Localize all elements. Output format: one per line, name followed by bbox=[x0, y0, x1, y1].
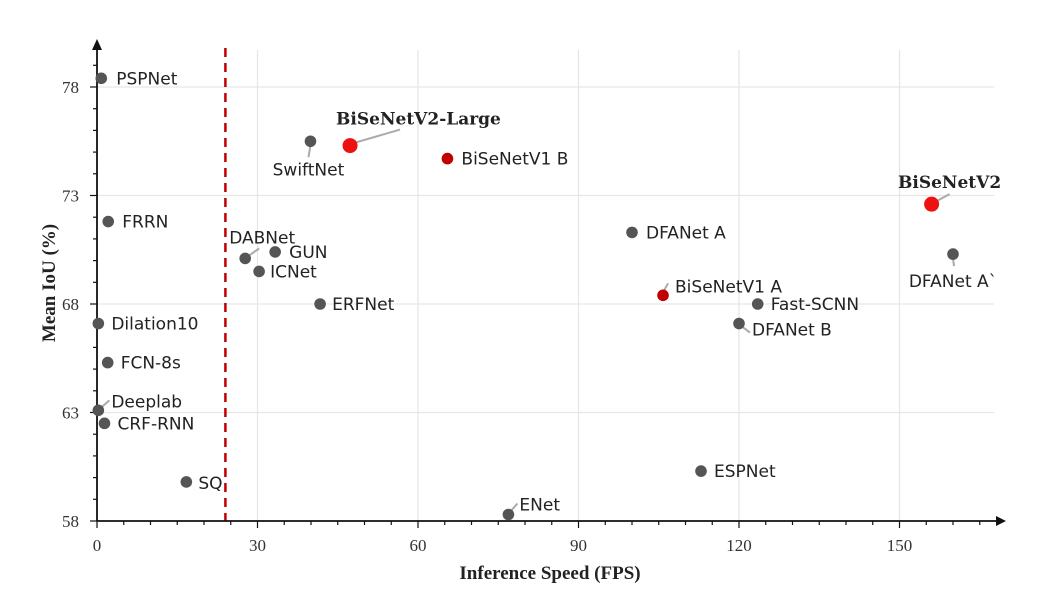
data-point-marker bbox=[180, 476, 193, 488]
y-axis-title: Mean IoU (%) bbox=[39, 224, 60, 342]
y-tick-label: 73 bbox=[62, 187, 79, 206]
data-point-marker bbox=[657, 289, 669, 302]
point-label: BiSeNetV2 bbox=[898, 173, 1001, 193]
data-point-marker bbox=[253, 265, 265, 278]
data-point-marker bbox=[342, 138, 358, 154]
point-label: SQ bbox=[198, 474, 222, 494]
label-leader-line bbox=[741, 325, 751, 334]
data-point-marker bbox=[441, 152, 454, 165]
data-point-marker bbox=[304, 135, 317, 148]
data-point-marker bbox=[102, 215, 115, 228]
data-point-marker bbox=[101, 356, 114, 369]
y-tick-label: 78 bbox=[62, 78, 79, 97]
x-tick-label: 0 bbox=[93, 536, 102, 555]
point-label: PSPNet bbox=[116, 69, 177, 89]
point-label: BiSeNetV1 B bbox=[461, 150, 568, 170]
x-tick-label: 120 bbox=[726, 536, 752, 555]
point-label: Fast-SCNN bbox=[771, 295, 859, 315]
point-label: BiSeNetV1 A bbox=[675, 277, 782, 297]
tick-labels: 0 30 60 90 120 150 58 63 68 73 78 bbox=[62, 78, 912, 555]
point-label: FRRN bbox=[122, 213, 168, 233]
point-label: CRF-RNN bbox=[117, 414, 194, 434]
data-point-marker bbox=[239, 252, 251, 265]
label-leader-line bbox=[307, 145, 312, 158]
point-label: Deeplab bbox=[111, 392, 182, 412]
point-label: GUN bbox=[289, 243, 327, 263]
data-point-marker bbox=[947, 248, 959, 260]
data-point-marker bbox=[751, 298, 764, 310]
data-points bbox=[92, 72, 959, 521]
point-label: ICNet bbox=[270, 262, 317, 282]
label-leader-line bbox=[100, 399, 110, 409]
data-point-marker bbox=[95, 72, 108, 85]
point-label: DFANet B bbox=[752, 321, 832, 341]
point-label: Dilation10 bbox=[111, 315, 198, 335]
point-label: ESPNet bbox=[714, 462, 776, 482]
point-labels: PSPNet BiSeNetV2-Large SwiftNet BiSeNetV1 B… bbox=[111, 69, 1001, 515]
x-tick-label: 90 bbox=[570, 536, 587, 555]
label-leader-line bbox=[936, 193, 951, 203]
data-point-marker bbox=[695, 465, 707, 477]
point-label: DFANet A bbox=[646, 223, 726, 243]
label-leader-line bbox=[248, 247, 260, 257]
x-tick-label: 60 bbox=[410, 536, 427, 555]
data-point-marker bbox=[733, 317, 745, 330]
x-tick-label: 30 bbox=[249, 536, 266, 555]
data-point-marker bbox=[269, 246, 281, 258]
data-point-marker bbox=[98, 417, 111, 430]
y-tick-label: 68 bbox=[62, 295, 79, 314]
y-tick-label: 58 bbox=[62, 512, 79, 531]
data-point-marker bbox=[92, 317, 105, 330]
y-axis-arrow bbox=[92, 39, 102, 50]
point-label: BiSeNetV2-Large bbox=[336, 110, 501, 130]
data-point-marker bbox=[502, 508, 515, 521]
grid-lines bbox=[97, 50, 994, 521]
point-label: FCN-8s bbox=[121, 354, 181, 374]
data-point-marker bbox=[924, 196, 940, 212]
data-point-marker bbox=[92, 404, 105, 417]
x-axis-title: Inference Speed (FPS) bbox=[459, 563, 640, 584]
x-axis-arrow bbox=[996, 516, 1006, 526]
y-tick-label: 63 bbox=[62, 404, 79, 423]
data-point-marker bbox=[626, 226, 638, 239]
point-label: DABNet bbox=[229, 228, 295, 248]
axes bbox=[90, 39, 1006, 528]
x-tick-label: 150 bbox=[887, 536, 913, 555]
point-label: ENet bbox=[519, 495, 560, 515]
point-label: SwiftNet bbox=[273, 160, 345, 180]
point-label: DFANet A` bbox=[909, 272, 997, 292]
point-label: ERFNet bbox=[332, 295, 395, 315]
data-point-marker bbox=[314, 298, 326, 310]
